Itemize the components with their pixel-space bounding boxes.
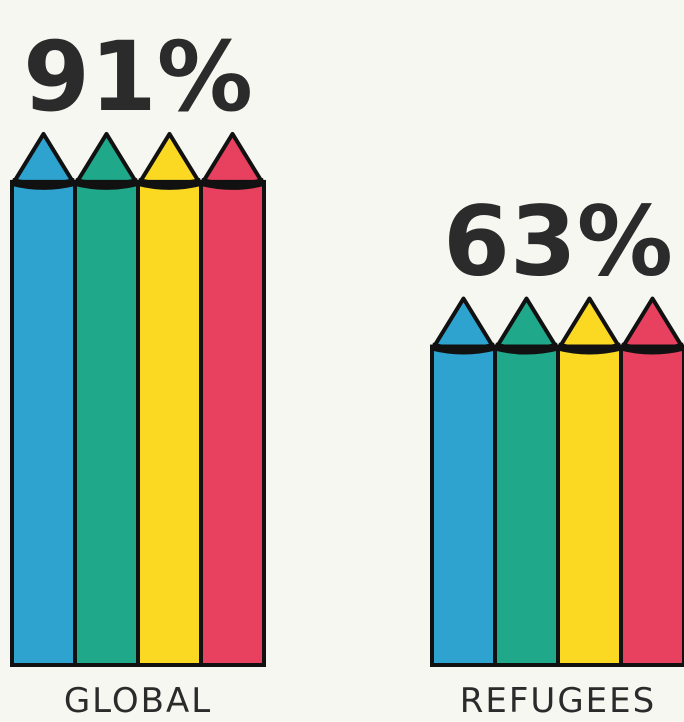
crayon-bar bbox=[430, 296, 684, 667]
crayon-body bbox=[430, 344, 497, 667]
crayon-body bbox=[493, 344, 560, 667]
crayon-body bbox=[199, 179, 266, 667]
crayon-band bbox=[494, 342, 559, 355]
crayon-band bbox=[137, 178, 202, 190]
crayon-band bbox=[557, 342, 622, 355]
crayon-body bbox=[619, 344, 684, 667]
crayon-band bbox=[74, 178, 139, 190]
crayon-body bbox=[556, 344, 623, 667]
crayon-body bbox=[73, 179, 140, 667]
category-label: REFUGEES bbox=[460, 681, 656, 721]
category-label: GLOBAL bbox=[64, 681, 212, 721]
crayon-band bbox=[620, 342, 684, 355]
value-label: 63% bbox=[443, 186, 673, 298]
crayon-band bbox=[200, 178, 265, 190]
crayon-body bbox=[136, 179, 203, 667]
crayon-band bbox=[11, 178, 76, 190]
crayon-band bbox=[431, 342, 496, 355]
crayon-body bbox=[10, 179, 77, 667]
crayon-bar bbox=[10, 131, 266, 667]
value-label: 91% bbox=[23, 21, 253, 133]
